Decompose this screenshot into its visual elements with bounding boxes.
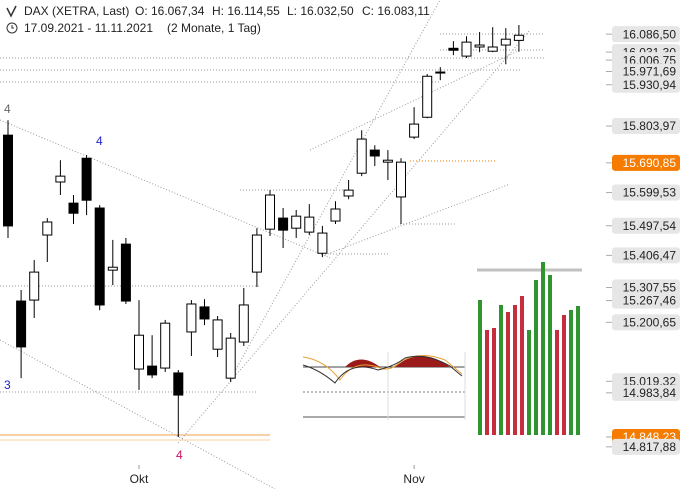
price-label-box — [612, 247, 680, 264]
ohlc-high: H: 16.114,55 — [212, 4, 280, 18]
y-tick-label: 14.817,88 — [623, 440, 677, 454]
candle-body — [435, 71, 446, 74]
candle-body — [396, 161, 406, 198]
ohlc-low: L: 16.032,50 — [287, 4, 354, 18]
y-tick-label: 15.497,54 — [623, 219, 677, 233]
candle-body — [199, 306, 210, 320]
period: (2 Monate, 1 Tag) — [167, 21, 261, 35]
y-tick-label: 15.267,46 — [623, 294, 677, 308]
annotation: 4 — [4, 102, 11, 116]
candle-body — [356, 138, 367, 174]
candle-body — [42, 221, 53, 236]
candle-body — [212, 319, 223, 350]
price-label-box — [612, 314, 680, 331]
candle-body — [382, 159, 393, 163]
drawings — [0, 0, 545, 489]
candle-body — [265, 194, 275, 230]
price-label-box — [612, 217, 680, 234]
ohlc-open: O: 16.067,34 — [135, 4, 205, 18]
candle-body — [81, 157, 92, 201]
y-tick-label: 15.307,55 — [623, 281, 677, 295]
price-label-box — [612, 184, 680, 201]
y-tick-label: 15.599,53 — [623, 186, 677, 200]
price-label-box — [612, 76, 680, 93]
candle-body — [238, 304, 249, 343]
date-range: 17.09.2021 - 11.11.2021 — [24, 21, 153, 35]
price-label-box — [612, 63, 680, 80]
y-tick-label: 15.971,69 — [623, 65, 677, 79]
candle-body — [409, 123, 420, 138]
price-label-box — [612, 118, 680, 135]
candle-body — [291, 215, 302, 229]
candle-body — [107, 266, 118, 271]
candle-body — [448, 47, 459, 51]
y-tick-label: 14.983,84 — [623, 386, 677, 400]
candle-body — [160, 322, 171, 369]
header: DAX (XETRA, Last) O: 16.067,34 H: 16.114… — [6, 4, 430, 35]
price-label-box — [612, 292, 680, 309]
candle-body — [29, 271, 40, 301]
y-tick-label: 15.803,97 — [623, 119, 677, 133]
y-tick-label: 15.406,47 — [623, 249, 677, 263]
candle-body — [317, 232, 328, 254]
candle-body — [55, 175, 66, 183]
ohlc-close: C: 16.083,11 — [362, 4, 430, 18]
candle-body — [251, 234, 262, 273]
y-tick-label: 16.086,50 — [623, 27, 677, 41]
candle-body — [304, 216, 315, 233]
candle-body — [134, 334, 144, 370]
price-label-box — [612, 26, 680, 43]
candle-body — [68, 202, 79, 214]
y-tick-label: 15.930,94 — [623, 78, 677, 92]
candle-body — [225, 337, 236, 379]
candle-body — [369, 149, 380, 157]
candle-body — [500, 38, 511, 46]
candle-body — [461, 41, 472, 57]
candle-body — [278, 217, 289, 231]
candle-body — [120, 243, 131, 302]
annotation: 3 — [4, 378, 11, 392]
chart-title: DAX (XETRA, Last) — [24, 4, 129, 18]
candle-body — [422, 75, 433, 118]
candle-body — [487, 46, 498, 52]
candle-body — [513, 34, 524, 41]
y-tick-label: 15.200,65 — [623, 315, 677, 329]
y-tick-label: 15.690,85 — [623, 156, 677, 170]
oscillator-inset — [302, 352, 466, 420]
price-label-box — [612, 279, 680, 296]
annotation: 4 — [96, 134, 103, 148]
annotation: 4 — [176, 448, 183, 462]
price-label-box — [612, 384, 680, 401]
candle-body — [147, 365, 158, 376]
candle-body — [330, 208, 341, 222]
candle-body — [186, 303, 197, 333]
price-label-box — [612, 154, 680, 171]
candle-body — [474, 44, 485, 48]
x-tick-label: Nov — [403, 472, 424, 486]
candle-body — [173, 372, 184, 396]
candle-body — [343, 189, 354, 197]
candle-body — [16, 300, 27, 348]
price-label-box — [612, 438, 680, 455]
x-tick-label: Okt — [130, 472, 149, 486]
candle-body — [94, 207, 105, 306]
candle-body — [3, 134, 13, 227]
bars-inset — [477, 262, 582, 435]
